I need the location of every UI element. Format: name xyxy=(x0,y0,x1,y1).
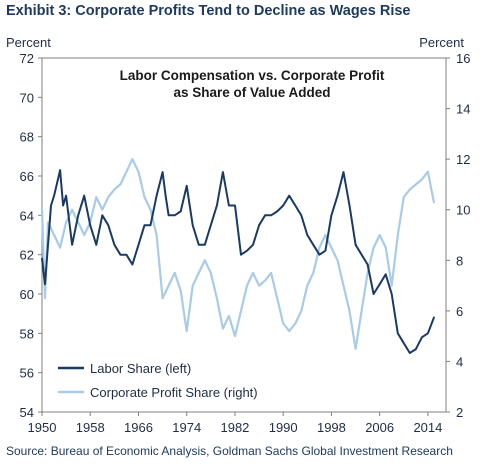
right-axis-tick-label: 8 xyxy=(456,253,463,268)
legend-labor-share-label: Labor Share (left) xyxy=(90,361,191,376)
legend-corporate-profit-share-label: Corporate Profit Share (right) xyxy=(90,385,258,400)
x-axis-tick-label: 2014 xyxy=(413,420,442,435)
left-axis-tick-label: 72 xyxy=(20,51,34,66)
x-axis-tick-label: 1974 xyxy=(172,420,201,435)
left-axis-tick-label: 58 xyxy=(20,326,34,341)
x-axis-tick-label: 1958 xyxy=(76,420,105,435)
plot-frame xyxy=(41,57,447,413)
x-axis-tick-label: 1982 xyxy=(220,420,249,435)
x-axis-tick-label: 1966 xyxy=(124,420,153,435)
right-axis-tick-label: 16 xyxy=(456,51,470,66)
x-axis-tick-label: 1950 xyxy=(28,420,57,435)
x-axis-tick-label: 1990 xyxy=(269,420,298,435)
left-axis-tick-label: 70 xyxy=(20,90,34,105)
right-axis-tick-label: 6 xyxy=(456,304,463,319)
source-note: Source: Bureau of Economic Analysis, Gol… xyxy=(6,444,453,458)
chart-title-line: as Share of Value Added xyxy=(173,85,330,100)
x-axis-tick-label: 1998 xyxy=(317,420,346,435)
left-axis-tick-label: 66 xyxy=(20,169,34,184)
left-axis-tick-label: 60 xyxy=(20,287,34,302)
exhibit-title: Exhibit 3: Corporate Profits Tend to Dec… xyxy=(6,3,411,19)
left-axis-tick-label: 64 xyxy=(20,208,34,223)
left-axis-tick-label: 54 xyxy=(20,405,34,420)
right-axis-tick-label: 2 xyxy=(456,405,463,420)
left-axis-tick-label: 56 xyxy=(20,366,34,381)
labor-share-line xyxy=(41,169,435,354)
right-axis-unit-label: Percent xyxy=(419,35,464,50)
right-axis-tick-label: 14 xyxy=(456,102,470,117)
right-axis-tick-label: 10 xyxy=(456,203,470,218)
x-axis-tick-label: 2006 xyxy=(365,420,394,435)
left-axis-tick-label: 62 xyxy=(20,248,34,263)
chart-title-line: Labor Compensation vs. Corporate Profit xyxy=(120,68,385,83)
right-axis-tick-label: 4 xyxy=(456,354,463,369)
corporate-profit-share-line xyxy=(40,158,435,350)
left-axis-tick-label: 68 xyxy=(20,130,34,145)
left-axis-unit-label: Percent xyxy=(6,35,51,50)
right-axis-tick-label: 12 xyxy=(456,152,470,167)
